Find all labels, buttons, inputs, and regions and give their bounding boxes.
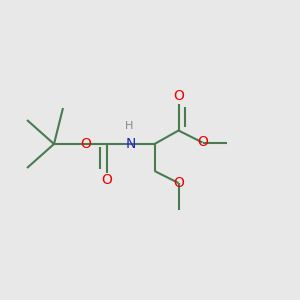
Text: N: N — [125, 137, 136, 151]
Text: O: O — [173, 89, 184, 103]
Text: O: O — [197, 136, 208, 149]
Text: O: O — [101, 172, 112, 187]
Text: H: H — [125, 122, 133, 131]
Text: O: O — [80, 137, 91, 151]
Text: O: O — [173, 176, 184, 190]
